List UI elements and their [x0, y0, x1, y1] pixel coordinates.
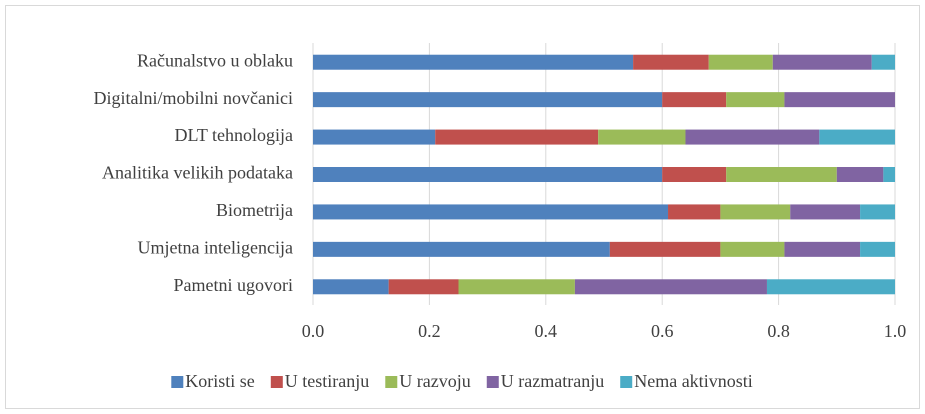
legend-swatch — [620, 376, 633, 388]
bar-segment — [720, 241, 785, 257]
y-tick-label: Pametni ugovori — [174, 275, 294, 295]
bar-segment — [313, 129, 436, 145]
bar-segment — [860, 241, 895, 257]
legend-swatch — [385, 376, 398, 388]
legend-label: Nema aktivnosti — [634, 371, 752, 391]
bar-segment — [313, 241, 610, 257]
bar-segment — [685, 129, 820, 145]
y-tick-label: Biometrija — [216, 200, 293, 220]
bar-segment — [633, 54, 709, 70]
bar-segment — [313, 279, 389, 295]
bar-segment — [790, 204, 861, 220]
y-tick-label: Računalstvo u oblaku — [137, 50, 293, 70]
y-tick-label: Umjetna inteligencija — [138, 237, 293, 257]
bar-segment — [819, 129, 895, 145]
x-tick-label: 0.4 — [535, 321, 558, 341]
bar-segment — [598, 129, 686, 145]
bar-segment — [726, 92, 785, 108]
bar-segment — [435, 129, 599, 145]
bar-segment — [313, 54, 634, 70]
x-tick-label: 0.2 — [418, 321, 441, 341]
legend-swatch — [171, 376, 184, 388]
legend-label: U testiranju — [285, 371, 369, 391]
legend-label: Koristi se — [185, 371, 255, 391]
bar-segment — [883, 167, 895, 182]
bar-segment — [313, 92, 663, 108]
x-tick-label: 0.6 — [651, 321, 674, 341]
bar-segment — [871, 54, 895, 70]
x-tick-label: 0.8 — [767, 321, 790, 341]
bar-segment — [662, 92, 727, 108]
y-tick-label: DLT tehnologija — [175, 125, 294, 145]
y-tick-label: Analitika velikih podataka — [102, 163, 293, 183]
x-tick-label: 0.0 — [302, 321, 325, 341]
bar-segment — [784, 92, 895, 108]
bar-segment — [836, 167, 884, 182]
bar-segment — [313, 204, 669, 220]
bar-segment — [726, 167, 837, 182]
bar-segment — [766, 279, 895, 295]
bar-segment — [458, 279, 575, 295]
bar-segment — [860, 204, 895, 220]
legend-swatch — [486, 376, 499, 388]
bar-segment — [720, 204, 791, 220]
bar-segment — [313, 167, 663, 182]
x-tick-label: 1.0 — [884, 321, 907, 341]
bar-segment — [784, 241, 861, 257]
bar-segment — [609, 241, 721, 257]
legend-label: U razvoju — [399, 371, 470, 391]
y-tick-label: Digitalni/mobilni novčanici — [94, 88, 293, 108]
bar-segment — [574, 279, 767, 295]
bar-segment — [388, 279, 459, 295]
bar-segment — [668, 204, 721, 220]
legend-label: U razmatranju — [501, 371, 604, 391]
bar-segment — [708, 54, 773, 70]
bar-segment — [772, 54, 872, 70]
legend-swatch — [270, 376, 283, 388]
bar-segment — [662, 167, 727, 182]
